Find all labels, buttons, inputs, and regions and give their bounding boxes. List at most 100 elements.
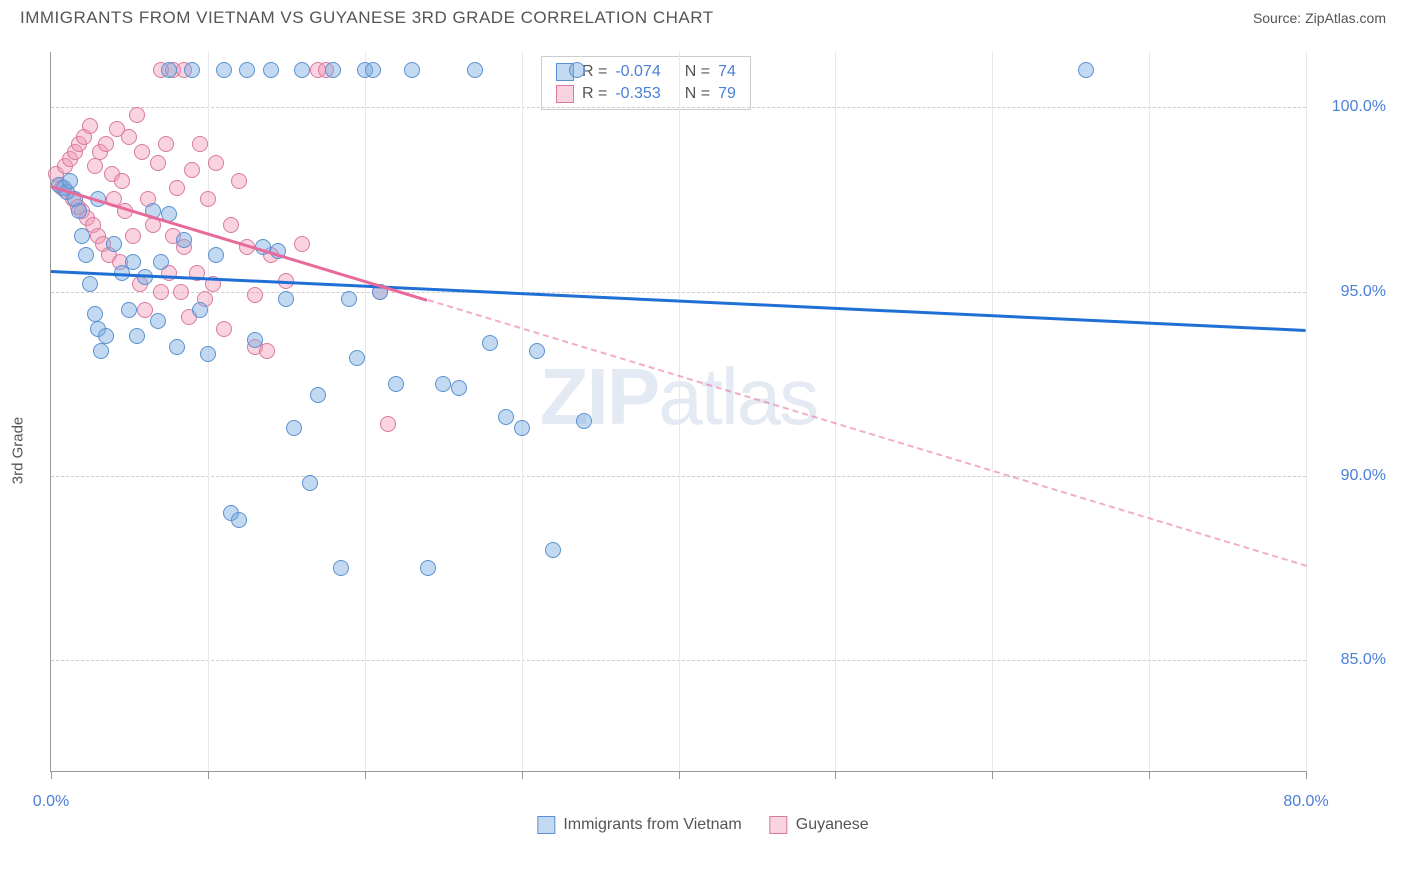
x-tick — [1149, 771, 1150, 779]
chart-container: 3rd Grade ZIPatlas R = -0.074 N = 74 R =… — [0, 32, 1406, 852]
guyanese-point — [231, 173, 247, 189]
vietnam-point — [286, 420, 302, 436]
vietnam-point — [349, 350, 365, 366]
vietnam-point — [325, 62, 341, 78]
guyanese-point — [200, 191, 216, 207]
x-tick-label: 0.0% — [33, 793, 69, 811]
gridline-vertical — [1149, 52, 1150, 771]
vietnam-point — [514, 420, 530, 436]
y-tick-label: 85.0% — [1341, 651, 1386, 669]
guyanese-point — [153, 284, 169, 300]
vietnam-point — [208, 247, 224, 263]
vietnam-point — [176, 232, 192, 248]
gridline-vertical — [522, 52, 523, 771]
guyanese-point — [192, 136, 208, 152]
vietnam-point — [1078, 62, 1094, 78]
vietnam-point — [153, 254, 169, 270]
guyanese-point — [82, 118, 98, 134]
series-legend: Immigrants from Vietnam Guyanese — [537, 816, 868, 834]
chart-header: IMMIGRANTS FROM VIETNAM VS GUYANESE 3RD … — [0, 0, 1406, 32]
plot-area: ZIPatlas R = -0.074 N = 74 R = -0.353 N … — [50, 52, 1306, 772]
gridline-vertical — [835, 52, 836, 771]
x-tick — [51, 771, 52, 779]
vietnam-point — [239, 62, 255, 78]
vietnam-point — [184, 62, 200, 78]
vietnam-point — [333, 560, 349, 576]
vietnam-point — [420, 560, 436, 576]
guyanese-point — [150, 155, 166, 171]
vietnam-point — [545, 542, 561, 558]
vietnam-point — [294, 62, 310, 78]
guyanese-point — [247, 287, 263, 303]
vietnam-point — [125, 254, 141, 270]
gridline-vertical — [365, 52, 366, 771]
vietnam-point — [388, 376, 404, 392]
vietnam-point — [78, 247, 94, 263]
guyanese-point — [121, 129, 137, 145]
guyanese-point — [129, 107, 145, 123]
y-tick-label: 95.0% — [1341, 283, 1386, 301]
gridline-vertical — [1306, 52, 1307, 771]
vietnam-point — [62, 173, 78, 189]
chart-source: Source: ZipAtlas.com — [1253, 10, 1386, 26]
vietnam-point — [200, 346, 216, 362]
vietnam-point — [467, 62, 483, 78]
vietnam-point — [192, 302, 208, 318]
legend-item-vietnam: Immigrants from Vietnam — [537, 816, 741, 834]
x-tick — [1306, 771, 1307, 779]
guyanese-point — [208, 155, 224, 171]
x-tick-label: 80.0% — [1283, 793, 1328, 811]
vietnam-point — [87, 306, 103, 322]
guyanese-point — [223, 217, 239, 233]
guyanese-trendline-dashed — [427, 299, 1306, 567]
guyanese-point — [125, 228, 141, 244]
y-tick-label: 90.0% — [1341, 467, 1386, 485]
guyanese-point — [216, 321, 232, 337]
vietnam-point — [247, 332, 263, 348]
guyanese-swatch-bottom — [770, 816, 788, 834]
x-tick — [835, 771, 836, 779]
vietnam-point — [82, 276, 98, 292]
vietnam-point — [365, 62, 381, 78]
vietnam-point — [71, 203, 87, 219]
vietnam-point — [302, 475, 318, 491]
y-tick-label: 100.0% — [1332, 98, 1386, 116]
vietnam-point — [93, 343, 109, 359]
vietnam-point — [169, 339, 185, 355]
vietnam-point — [341, 291, 357, 307]
vietnam-point — [498, 409, 514, 425]
vietnam-point — [451, 380, 467, 396]
vietnam-point — [150, 313, 166, 329]
guyanese-point — [98, 136, 114, 152]
vietnam-point — [121, 302, 137, 318]
x-tick — [208, 771, 209, 779]
vietnam-point — [129, 328, 145, 344]
guyanese-point — [114, 173, 130, 189]
vietnam-point — [98, 328, 114, 344]
vietnam-point — [569, 62, 585, 78]
x-tick — [992, 771, 993, 779]
vietnam-point — [74, 228, 90, 244]
vietnam-point — [216, 62, 232, 78]
guyanese-point — [134, 144, 150, 160]
vietnam-point — [482, 335, 498, 351]
vietnam-point — [106, 236, 122, 252]
guyanese-point — [184, 162, 200, 178]
guyanese-point — [87, 158, 103, 174]
x-tick — [679, 771, 680, 779]
guyanese-point — [158, 136, 174, 152]
vietnam-point — [404, 62, 420, 78]
vietnam-point — [263, 62, 279, 78]
vietnam-point — [278, 291, 294, 307]
x-tick — [522, 771, 523, 779]
vietnam-point — [576, 413, 592, 429]
x-tick — [365, 771, 366, 779]
vietnam-point — [310, 387, 326, 403]
legend-item-guyanese: Guyanese — [770, 816, 869, 834]
guyanese-point — [169, 180, 185, 196]
guyanese-point — [173, 284, 189, 300]
gridline-vertical — [679, 52, 680, 771]
correlation-legend-row-guyanese: R = -0.353 N = 79 — [556, 83, 736, 105]
vietnam-point — [435, 376, 451, 392]
vietnam-point — [161, 62, 177, 78]
